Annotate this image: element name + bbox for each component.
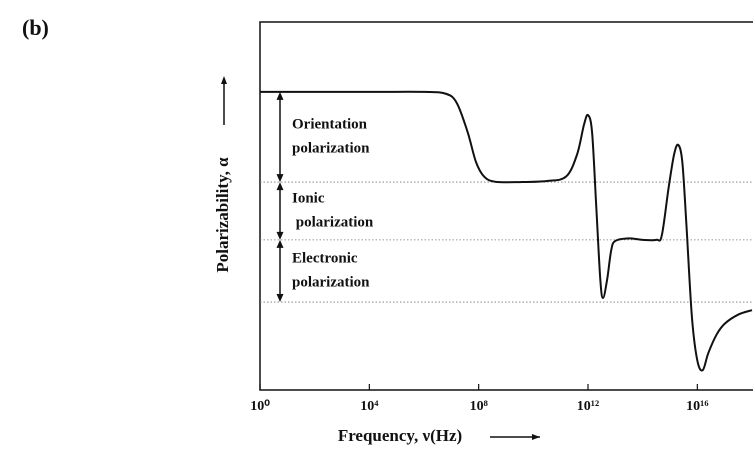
arrow-head xyxy=(276,91,284,100)
y-arrow-head xyxy=(221,76,227,84)
band-label: Electronic xyxy=(292,250,358,266)
arrow-head xyxy=(276,239,284,248)
arrow-head xyxy=(276,294,284,303)
curve xyxy=(259,90,753,372)
band-label: polarization xyxy=(292,214,374,230)
plot-frame xyxy=(259,21,753,391)
x-tick-label: 10¹⁶ xyxy=(686,399,708,414)
band-label: polarization xyxy=(292,274,370,290)
x-tick-label: 10⁸ xyxy=(470,399,488,414)
arrow-head xyxy=(276,174,284,183)
band-label: polarization xyxy=(292,140,370,156)
arrow-head xyxy=(276,182,284,191)
x-tick-label: 10⁴ xyxy=(360,399,379,414)
band-label: Ionic xyxy=(292,190,325,206)
x-arrow-head xyxy=(532,434,540,440)
arrow-head xyxy=(276,231,284,240)
x-axis-label: Frequency, ν(Hz) xyxy=(338,426,462,445)
x-tick-label: 10¹² xyxy=(577,399,599,414)
y-axis-label: Polarizability, α xyxy=(213,157,232,273)
band-label: Orientation xyxy=(292,116,368,132)
x-tick-label: 10⁰ xyxy=(250,399,270,414)
panel-label: (b) xyxy=(22,15,49,40)
